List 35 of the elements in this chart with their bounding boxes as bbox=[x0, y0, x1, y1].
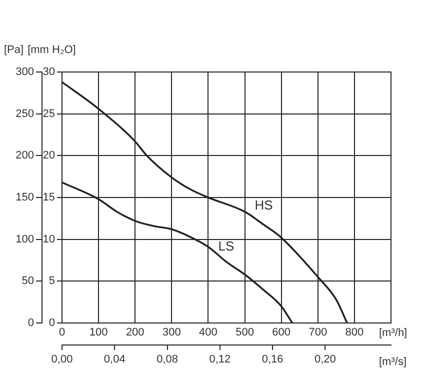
x2-axis-title: [m³/s] bbox=[379, 356, 406, 368]
y2-tick-label: 15 bbox=[42, 192, 55, 204]
x2-tick-label: 0,08 bbox=[156, 354, 178, 366]
y-tick-label: 200 bbox=[16, 150, 34, 162]
x-tick-label: 400 bbox=[199, 326, 218, 339]
y-tick-label: 50 bbox=[22, 275, 34, 288]
x-tick-label: 0 bbox=[58, 326, 66, 339]
x-tick-label: 800 bbox=[345, 326, 364, 339]
y-tick-label: 100 bbox=[16, 233, 34, 246]
series-label: LS bbox=[218, 238, 234, 254]
y2-tick-label: 25 bbox=[42, 108, 55, 120]
y-tick-label: 150 bbox=[16, 192, 34, 204]
y2-tick-label: 5 bbox=[48, 275, 55, 288]
x-tick-label: 600 bbox=[272, 326, 291, 339]
x-tick-label: 300 bbox=[162, 326, 181, 339]
x2-tick-label: 0,20 bbox=[314, 354, 336, 366]
y-tick-label: 0 bbox=[28, 317, 34, 330]
x2-tick-label: 0,00 bbox=[51, 354, 73, 366]
x-axis-title: [m³/h] bbox=[379, 327, 408, 340]
x2-tick-label: 0,16 bbox=[262, 354, 284, 366]
y-tick-label: 250 bbox=[16, 108, 34, 120]
y2-axis-title: [mm H₂O] bbox=[28, 44, 76, 56]
y2-tick-label: 10 bbox=[42, 233, 55, 246]
x-tick-label: 200 bbox=[126, 326, 144, 339]
x2-tick-label: 0,04 bbox=[104, 354, 126, 366]
y2-tick-label: 20 bbox=[42, 150, 55, 162]
y2-tick-label: 0 bbox=[48, 317, 55, 330]
y-axis-title: [Pa] bbox=[4, 44, 24, 56]
y-tick-label: 300 bbox=[16, 66, 34, 78]
x2-tick-label: 0,12 bbox=[209, 354, 231, 366]
series-label: HS bbox=[254, 197, 274, 212]
x-tick-label: 500 bbox=[236, 326, 254, 339]
x-tick-label: 100 bbox=[89, 326, 108, 339]
x-tick-label: 700 bbox=[308, 326, 328, 339]
y2-tick-label: 30 bbox=[42, 66, 55, 78]
